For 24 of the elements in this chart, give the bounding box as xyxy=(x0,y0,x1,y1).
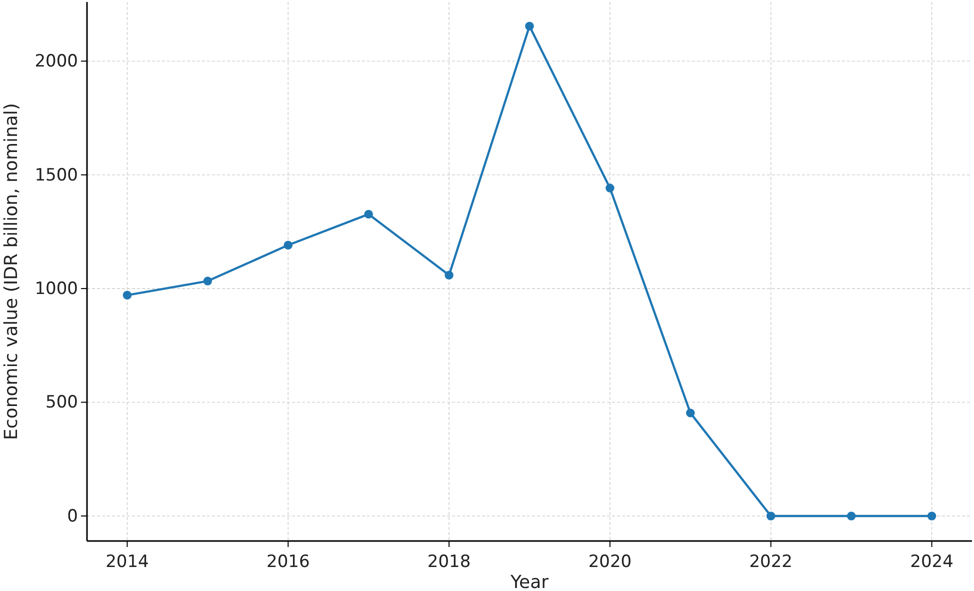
point xyxy=(364,210,373,219)
y-tick-label: 1000 xyxy=(34,278,78,299)
x-tick-label: 2018 xyxy=(427,552,471,572)
point xyxy=(846,512,856,520)
point xyxy=(686,408,695,418)
x-tick-label: 2020 xyxy=(588,552,632,572)
x-axis-title: Year xyxy=(509,572,550,591)
x-tick-label: 2016 xyxy=(266,552,310,572)
x-tick-label: 2022 xyxy=(749,552,792,572)
point xyxy=(203,276,212,286)
point xyxy=(122,290,132,300)
y-tick-label: 2000 xyxy=(34,52,78,72)
point xyxy=(284,240,293,250)
point xyxy=(766,512,776,520)
y-axis-title: Economic value (IDR billion, nominal) xyxy=(1,103,22,440)
y-tick-label: 500 xyxy=(46,392,78,413)
y-tick-label: 0 xyxy=(67,506,78,526)
y-tick-label: 1500 xyxy=(34,165,78,186)
point xyxy=(525,22,534,30)
point xyxy=(927,512,936,520)
x-tick-label: 2024 xyxy=(910,552,954,572)
point xyxy=(606,184,614,192)
point xyxy=(444,270,454,280)
x-tick-label: 2014 xyxy=(106,552,149,572)
